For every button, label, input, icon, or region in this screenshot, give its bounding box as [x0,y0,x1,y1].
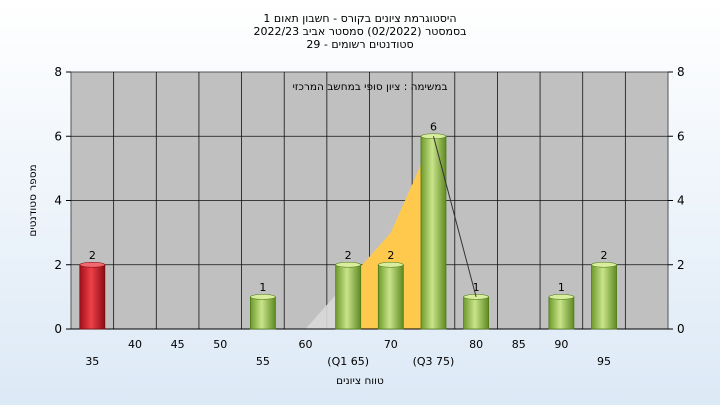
histogram-bar-body [591,264,617,330]
bar-value-label: 1 [259,281,266,294]
histogram-bar-cap [378,261,404,268]
histogram-bar-cap [79,261,106,268]
histogram-bar-body [335,264,362,330]
x-tick-label: 80 [469,338,483,351]
histogram-bar [335,261,362,330]
x-tick-label: 50 [213,338,227,351]
histogram-bar-cap [335,261,361,268]
histogram-bar [79,261,106,330]
x-tick-label: 60 [299,338,313,351]
x-tick-label: (Q1 65) [327,355,369,368]
interquartile-area [348,136,434,329]
bar-value-label: 1 [558,281,565,294]
y-tick-label-right: 8 [677,65,685,79]
x-axis-title: טווח ציונים [336,375,384,387]
histogram-bar-body [420,135,447,330]
x-tick-label: 70 [384,338,398,351]
y-tick-label-left: 6 [54,129,62,143]
histogram-bar-body [463,296,490,330]
bar-value-label: 1 [473,281,480,294]
histogram-bar-body [377,264,404,330]
bar-value-label: 2 [601,249,608,262]
y-tick-label-left: 8 [54,65,62,79]
chart-title-line: סטודנטים רשומים - 29 [306,38,413,51]
histogram-bar [591,261,617,330]
x-tick-label: 85 [512,338,526,351]
y-tick-label-right: 0 [677,322,685,336]
chart-title-line: היסטוגרמת ציונים בקורס - חשבון תאום 1 [263,12,456,25]
x-tick-label: 55 [256,355,270,368]
bar-value-label: 2 [345,249,352,262]
bar-value-label: 6 [430,120,437,133]
histogram-bar-cap [250,294,276,300]
x-tick-label: (Q3 75) [413,355,455,368]
histogram-bar-body [249,296,276,330]
histogram-bar-cap [591,261,617,268]
y-tick-label-right: 4 [677,194,685,208]
x-tick-label: 45 [171,338,185,351]
histogram-bar [377,261,404,330]
chart-annotation: במשימה : ציון סופי במחשב המרכזי [292,81,447,93]
bar-value-label: 2 [387,249,394,262]
histogram-bar [463,294,490,330]
y-tick-label-right: 2 [677,258,685,272]
y-tick-label-left: 2 [54,258,62,272]
chart-title-line: בסמסטר (02/2022) סמסטר אביב 2022/23 [253,25,466,38]
y-tick-label-left: 0 [54,322,62,336]
histogram-bar [548,294,575,330]
y-tick-label-left: 4 [54,194,62,208]
distribution-line [432,136,477,298]
histogram-bar-body [548,296,575,330]
y-axis-title: מספר סטודנטים [27,164,39,236]
bar-value-label: 2 [89,249,96,262]
x-tick-label: 35 [85,355,99,368]
x-tick-label: 90 [554,338,568,351]
histogram-bar [420,133,447,330]
histogram-bar-cap [548,294,575,300]
histogram-bar-body [79,264,106,330]
x-tick-label: 40 [128,338,142,351]
histogram-bar [249,294,276,330]
y-tick-label-right: 6 [677,129,685,143]
x-tick-label: 95 [597,355,611,368]
